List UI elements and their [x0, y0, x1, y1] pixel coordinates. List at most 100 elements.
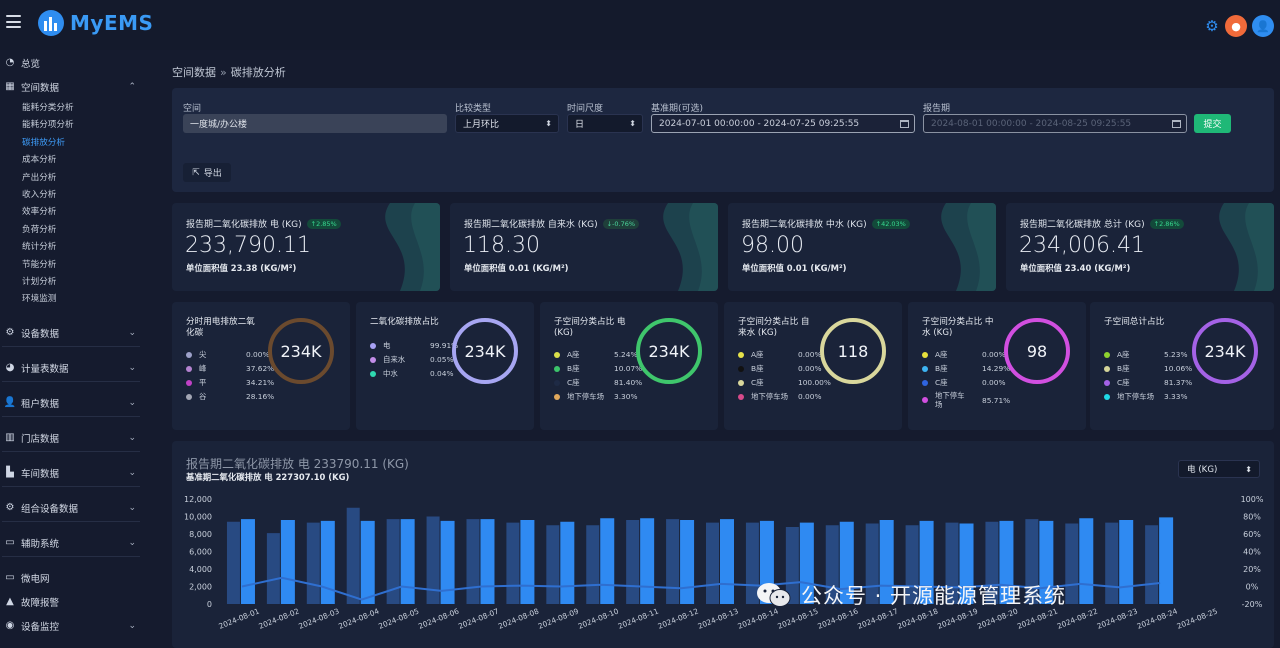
sidebar-group[interactable]: ⚙ 组合设备数据 ⌄ [5, 502, 136, 515]
sidebar-group[interactable]: ▙ 车间数据 ⌄ [4, 464, 140, 481]
bar-report[interactable] [999, 520, 1014, 604]
bar-report[interactable] [320, 520, 335, 604]
bar-report[interactable] [280, 520, 295, 604]
bar-base[interactable] [905, 525, 919, 604]
legend-item[interactable]: 地下停车 场 85.71% [922, 391, 1010, 409]
base-period-range[interactable]: 2024-07-01 00:00:00 - 2024-07-25 09:25:5… [651, 114, 915, 133]
notification-bell-icon[interactable]: ● [1225, 15, 1247, 37]
settings-gear-icon[interactable]: ⚙ [1205, 17, 1219, 35]
bar-report[interactable] [919, 520, 934, 604]
bar-base[interactable] [386, 519, 400, 604]
sidebar-item[interactable]: ▭ 微电网 [5, 572, 50, 585]
sidebar-subitem[interactable]: 环境监测 [22, 294, 57, 305]
sidebar-group[interactable]: ⚙ 设备数据 ⌄ [5, 327, 136, 340]
nav-overview[interactable]: ◔ 总览 [5, 57, 41, 70]
bar-report[interactable] [600, 518, 615, 604]
chart-unit-select[interactable]: 电 (KG) [1178, 460, 1260, 478]
sidebar-subitem[interactable]: 能耗分项分析 [22, 120, 74, 131]
legend-item[interactable]: C座 0.00% [922, 377, 1005, 388]
sidebar-subitem[interactable]: 能耗分类分析 [22, 103, 74, 113]
bar-report[interactable] [560, 521, 575, 604]
line-change-rate[interactable] [241, 576, 1161, 601]
bar-report[interactable] [520, 520, 535, 604]
breadcrumb-parent[interactable]: 空间数据 [172, 66, 216, 79]
sidebar-subitem[interactable]: 节能分析 [22, 259, 57, 270]
legend-item[interactable]: B座 0.00% [738, 363, 821, 374]
bar-base[interactable] [346, 507, 360, 604]
sidebar-subitem[interactable]: 产出分析 [22, 172, 57, 183]
submit-button[interactable]: 提交 [1194, 114, 1231, 133]
bar-base[interactable] [506, 522, 520, 604]
legend-item[interactable]: 谷 28.16% [186, 391, 274, 402]
legend-item[interactable]: B座 10.07% [554, 363, 642, 374]
report-period-range[interactable]: 2024-08-01 00:00:00 - 2024-08-25 09:25:5… [923, 114, 1187, 133]
sidebar-subitem[interactable]: 效率分析 [22, 207, 57, 218]
legend-item[interactable]: C座 81.40% [554, 377, 642, 388]
sidebar-subitem[interactable]: 成本分析 [22, 155, 57, 166]
legend-item[interactable]: 自来水 0.05% [370, 354, 453, 365]
sidebar-subitem[interactable]: 碳排放分析 [22, 137, 65, 148]
bar-report[interactable] [440, 520, 455, 604]
sidebar-group[interactable]: ▥ 门店数据 ⌄ [5, 432, 136, 445]
bar-base[interactable] [266, 533, 280, 604]
bar-report[interactable] [879, 520, 894, 604]
bar-base[interactable] [546, 525, 560, 604]
legend-item[interactable]: 平 34.21% [186, 377, 274, 388]
bar-report[interactable] [480, 519, 495, 604]
bar-base[interactable] [1025, 519, 1039, 604]
sidebar-item[interactable]: ◉ 设备监控 ⌄ [5, 620, 136, 633]
bar-report[interactable] [640, 518, 655, 604]
bar-base[interactable] [626, 520, 640, 604]
legend-item[interactable]: A座 0.00% [738, 349, 821, 360]
legend-item[interactable]: A座 5.23% [1104, 349, 1187, 360]
bar-base[interactable] [985, 521, 999, 604]
sidebar-subitem[interactable]: 计划分析 [22, 277, 57, 287]
menu-toggle-icon[interactable] [6, 15, 21, 28]
legend-item[interactable]: 地下停车场 0.00% [738, 391, 821, 402]
bar-base[interactable] [426, 516, 440, 605]
bar-base[interactable] [945, 522, 959, 604]
bar-report[interactable] [400, 519, 415, 604]
legend-item[interactable]: 地下停车场 3.33% [1104, 391, 1187, 402]
bar-base[interactable] [1145, 525, 1159, 604]
bar-base[interactable] [1065, 523, 1079, 605]
period-select[interactable]: 日 [567, 114, 643, 133]
bar-report[interactable] [720, 519, 734, 604]
legend-item[interactable]: B座 14.29% [922, 363, 1010, 374]
bar-base[interactable] [586, 525, 600, 604]
sidebar-subitem[interactable]: 收入分析 [22, 190, 57, 200]
legend-item[interactable]: 地下停车场 3.30% [554, 391, 637, 402]
bar-report[interactable] [1159, 517, 1174, 604]
sidebar-subitem[interactable]: 统计分析 [22, 242, 57, 253]
sidebar-subitem[interactable]: 负荷分析 [22, 224, 57, 235]
legend-item[interactable]: 中水 0.04% [370, 368, 453, 379]
legend-item[interactable]: A座 0.00% [922, 349, 1005, 360]
bar-report[interactable] [1119, 520, 1134, 604]
app-logo[interactable]: MyEMS [38, 10, 153, 36]
sidebar-group[interactable]: ◕ 计量表数据 ⌄ [5, 362, 136, 375]
legend-item[interactable]: C座 100.00% [738, 377, 831, 388]
nav-space-data[interactable]: ▦ 空间数据 ⌃ [5, 81, 136, 94]
sidebar-group[interactable]: ▭ 辅助系统 ⌄ [5, 537, 136, 550]
user-avatar-icon[interactable]: 👤 [1252, 15, 1274, 37]
legend-item[interactable]: 尖 0.00% [186, 349, 269, 360]
bar-report[interactable] [680, 520, 695, 604]
sidebar-group[interactable]: 👤 租户数据 ⌄ [3, 397, 136, 410]
export-button[interactable]: ⇱ 导出 [183, 163, 231, 182]
space-input[interactable]: 一度城/办公楼 [183, 114, 447, 133]
bar-base[interactable] [1105, 522, 1119, 604]
legend-item[interactable]: 电 99.91% [370, 340, 458, 351]
bar-base[interactable] [666, 519, 680, 604]
bar-base[interactable] [466, 519, 480, 604]
bar-base[interactable] [825, 525, 839, 604]
bar-base[interactable] [745, 522, 759, 604]
compare-type-select[interactable]: 上月环比 [455, 114, 559, 133]
legend-item[interactable]: 峰 37.62% [186, 363, 274, 374]
bar-report[interactable] [240, 519, 255, 604]
bar-base[interactable] [306, 522, 320, 604]
legend-item[interactable]: A座 5.24% [554, 349, 637, 360]
bar-report[interactable] [360, 520, 375, 604]
bar-base[interactable] [226, 521, 240, 604]
bar-report[interactable] [839, 521, 854, 604]
bar-report[interactable] [1039, 520, 1054, 604]
